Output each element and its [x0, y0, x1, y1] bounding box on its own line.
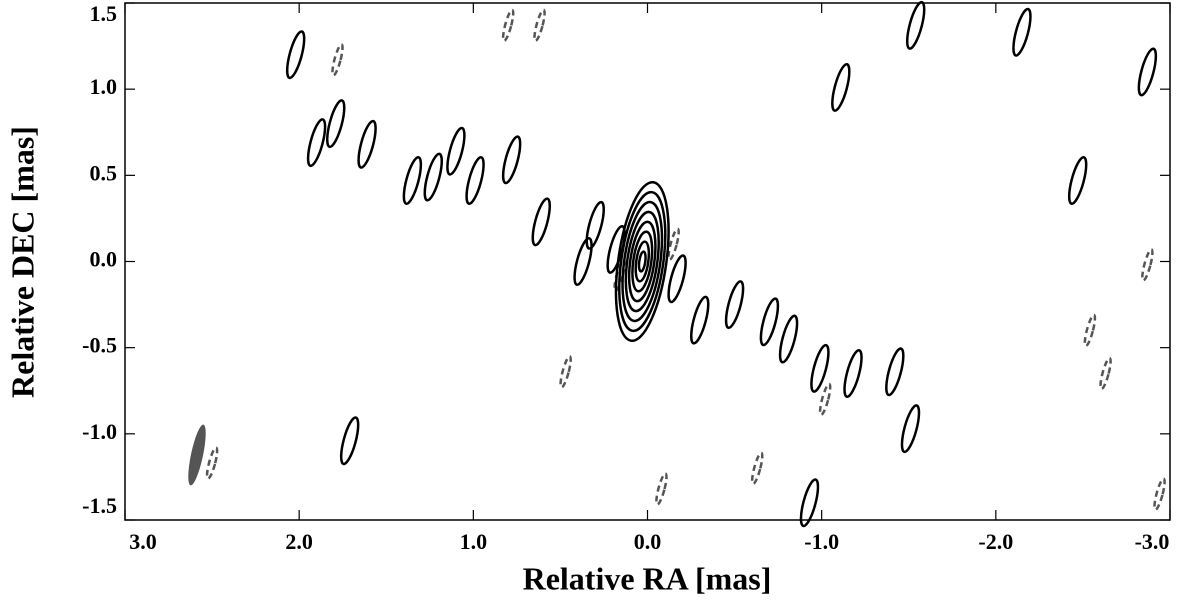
- core-contour: [624, 210, 660, 313]
- y-tick-label: 1.0: [90, 74, 118, 99]
- negative-contour: [818, 382, 832, 417]
- x-axis-label: Relative RA [mas]: [523, 560, 772, 596]
- negative-contour: [1153, 477, 1166, 511]
- positive-contour: [778, 314, 799, 364]
- positive-contour: [759, 297, 780, 347]
- y-tick-label: 0.5: [90, 160, 118, 185]
- core-contour: [621, 200, 664, 323]
- x-tick-label: 1.0: [460, 529, 488, 554]
- y-axis-label: Relative DEC [mas]: [4, 126, 40, 398]
- core-contour: [614, 180, 670, 343]
- beam: [188, 424, 206, 486]
- positive-contour: [325, 99, 346, 149]
- core-contour: [631, 230, 654, 293]
- negative-contour: [501, 8, 515, 43]
- positive-contour: [831, 62, 851, 112]
- x-tick-label: -1.0: [804, 529, 839, 554]
- positive-contour: [357, 119, 377, 169]
- positive-contour: [905, 0, 926, 50]
- positive-contour: [306, 118, 327, 168]
- negative-contour: [1083, 313, 1097, 348]
- positive-contour: [843, 349, 863, 399]
- positive-contour: [531, 197, 552, 247]
- core-contour: [627, 220, 657, 303]
- positive-contour: [465, 156, 485, 205]
- core-contour: [618, 190, 667, 333]
- core-contour: [637, 250, 647, 273]
- positive-contour: [339, 416, 360, 466]
- positive-contour: [1012, 7, 1032, 57]
- positive-contour: [1067, 156, 1088, 205]
- positive-contour: [446, 126, 466, 176]
- positive-contour: [885, 347, 905, 397]
- positive-contour: [501, 135, 522, 185]
- negative-contour: [1099, 356, 1112, 391]
- x-tick-label: 0.0: [634, 529, 662, 554]
- positive-contour: [573, 237, 593, 286]
- y-tick-label: 0.0: [90, 247, 118, 272]
- y-tick-label: -0.5: [82, 333, 117, 358]
- y-tick-label: 1.5: [90, 1, 118, 26]
- negative-contour: [205, 446, 219, 480]
- positive-contour: [900, 404, 921, 454]
- negative-contour: [750, 451, 764, 486]
- x-tick-label: -2.0: [978, 529, 1013, 554]
- x-tick-label: 3.0: [129, 529, 157, 554]
- y-tick-label: -1.0: [82, 419, 117, 444]
- negative-contour: [533, 8, 546, 43]
- positive-contour: [810, 343, 830, 393]
- positive-contour: [667, 254, 687, 304]
- core-contour: [634, 240, 651, 283]
- negative-contour: [655, 472, 668, 506]
- positive-contour: [285, 30, 306, 80]
- x-tick-label: 2.0: [285, 529, 313, 554]
- negative-contour: [1141, 248, 1154, 282]
- positive-contour: [799, 478, 820, 528]
- x-tick-label: -3.0: [1135, 529, 1170, 554]
- positive-contour: [585, 200, 605, 250]
- negative-contour: [331, 43, 344, 77]
- y-tick-label: -1.5: [82, 493, 117, 518]
- positive-contour: [423, 152, 444, 202]
- positive-contour: [402, 156, 423, 205]
- positive-contour: [690, 295, 710, 345]
- negative-contour: [559, 355, 572, 389]
- positive-contour: [724, 280, 745, 330]
- positive-contour: [1137, 47, 1158, 97]
- negative-contour: [667, 227, 680, 261]
